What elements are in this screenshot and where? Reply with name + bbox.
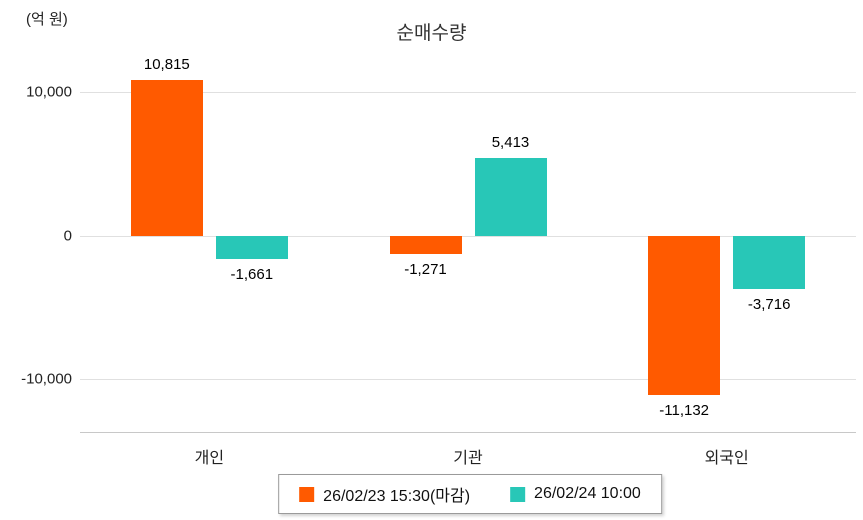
y-tick-label: -10,000 [21, 370, 72, 388]
y-axis-unit-label: (억 원) [26, 11, 68, 28]
x-category-label-개인: 개인 [194, 450, 225, 467]
legend-swatch-orange [299, 486, 315, 502]
legend-label-series-1: 26/02/24 10:00 [534, 485, 641, 502]
value-label-외국인-series-0: -11,132 [659, 402, 710, 420]
value-label-외국인-series-1: -3,716 [747, 295, 791, 313]
x-category-label-기관: 기관 [453, 450, 483, 467]
legend-label-series-0: 26/02/23 15:30(마감) [323, 488, 471, 505]
value-label-개인-series-0: 10,815 [143, 56, 190, 74]
bar-기관-series-0 [389, 235, 462, 254]
bar-기관-series-1 [474, 157, 547, 236]
x-category-label-외국인: 외국인 [704, 450, 749, 467]
value-label-기관-series-0: -1,271 [404, 260, 447, 278]
bar-외국인-series-1 [733, 235, 806, 289]
chart-title: 순매수량 [396, 23, 467, 44]
legend-item-series-1: 26/02/24 10:00 [510, 485, 641, 503]
gridline-y-0 [80, 235, 856, 237]
gridline-y--10000 [80, 378, 856, 380]
y-tick-label: 0 [63, 227, 72, 245]
value-label-기관-series-1: 5,413 [491, 133, 530, 151]
legend-swatch-teal [510, 486, 526, 502]
y-tick-label: 10,000 [26, 83, 72, 101]
gridline-y-10000 [80, 92, 856, 94]
value-label-개인-series-1: -1,661 [230, 266, 274, 284]
bar-외국인-series-0 [648, 235, 721, 396]
bar-개인-series-0 [130, 80, 203, 236]
legend: 26/02/23 15:30(마감) 26/02/24 10:00 [278, 474, 662, 514]
legend-item-series-0: 26/02/23 15:30(마감) [299, 482, 470, 506]
x-axis-line [80, 432, 856, 433]
bar-개인-series-1 [215, 235, 288, 260]
